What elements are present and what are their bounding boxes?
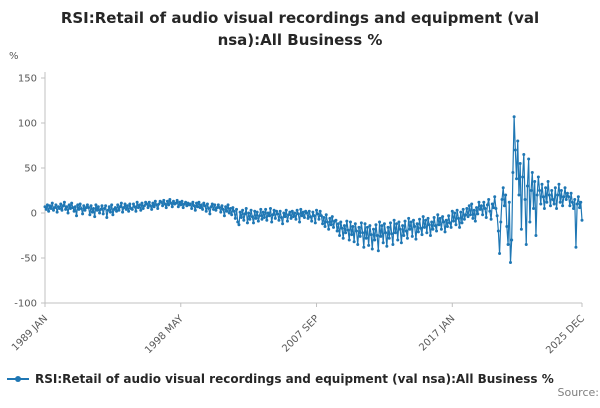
timeseries-chart: 150 100 50 0 -50 -100 1989 JAN 1998 MAY 2007 SEP… xyxy=(10,72,587,356)
series-markers xyxy=(43,115,584,264)
x-tick-label: 1998 MAY xyxy=(143,313,186,356)
y-tick-label: 0 xyxy=(31,209,37,220)
y-tick-label: -100 xyxy=(14,299,37,310)
series-line xyxy=(44,116,583,264)
page-title: RSI:Retail of audio visual recordings an… xyxy=(60,9,540,49)
legend-label: RSI:Retail of audio visual recordings an… xyxy=(35,372,554,386)
y-tick-label: 100 xyxy=(18,119,37,130)
x-tick-label: 2017 JAN xyxy=(417,313,457,353)
y-axis-unit-label: % xyxy=(9,51,19,62)
x-tick-label: 1989 JAN xyxy=(10,313,50,353)
source-label: Source: xyxy=(557,386,600,399)
x-tick-label: 2007 SEP xyxy=(280,313,321,354)
y-tick-label: -50 xyxy=(21,254,37,265)
y-tick-label: 150 xyxy=(18,74,37,85)
y-tick-label: 50 xyxy=(24,164,37,175)
x-tick-label: 2025 DEC xyxy=(544,313,587,356)
legend-line-icon xyxy=(7,376,29,382)
legend: RSI:Retail of audio visual recordings an… xyxy=(6,372,554,386)
